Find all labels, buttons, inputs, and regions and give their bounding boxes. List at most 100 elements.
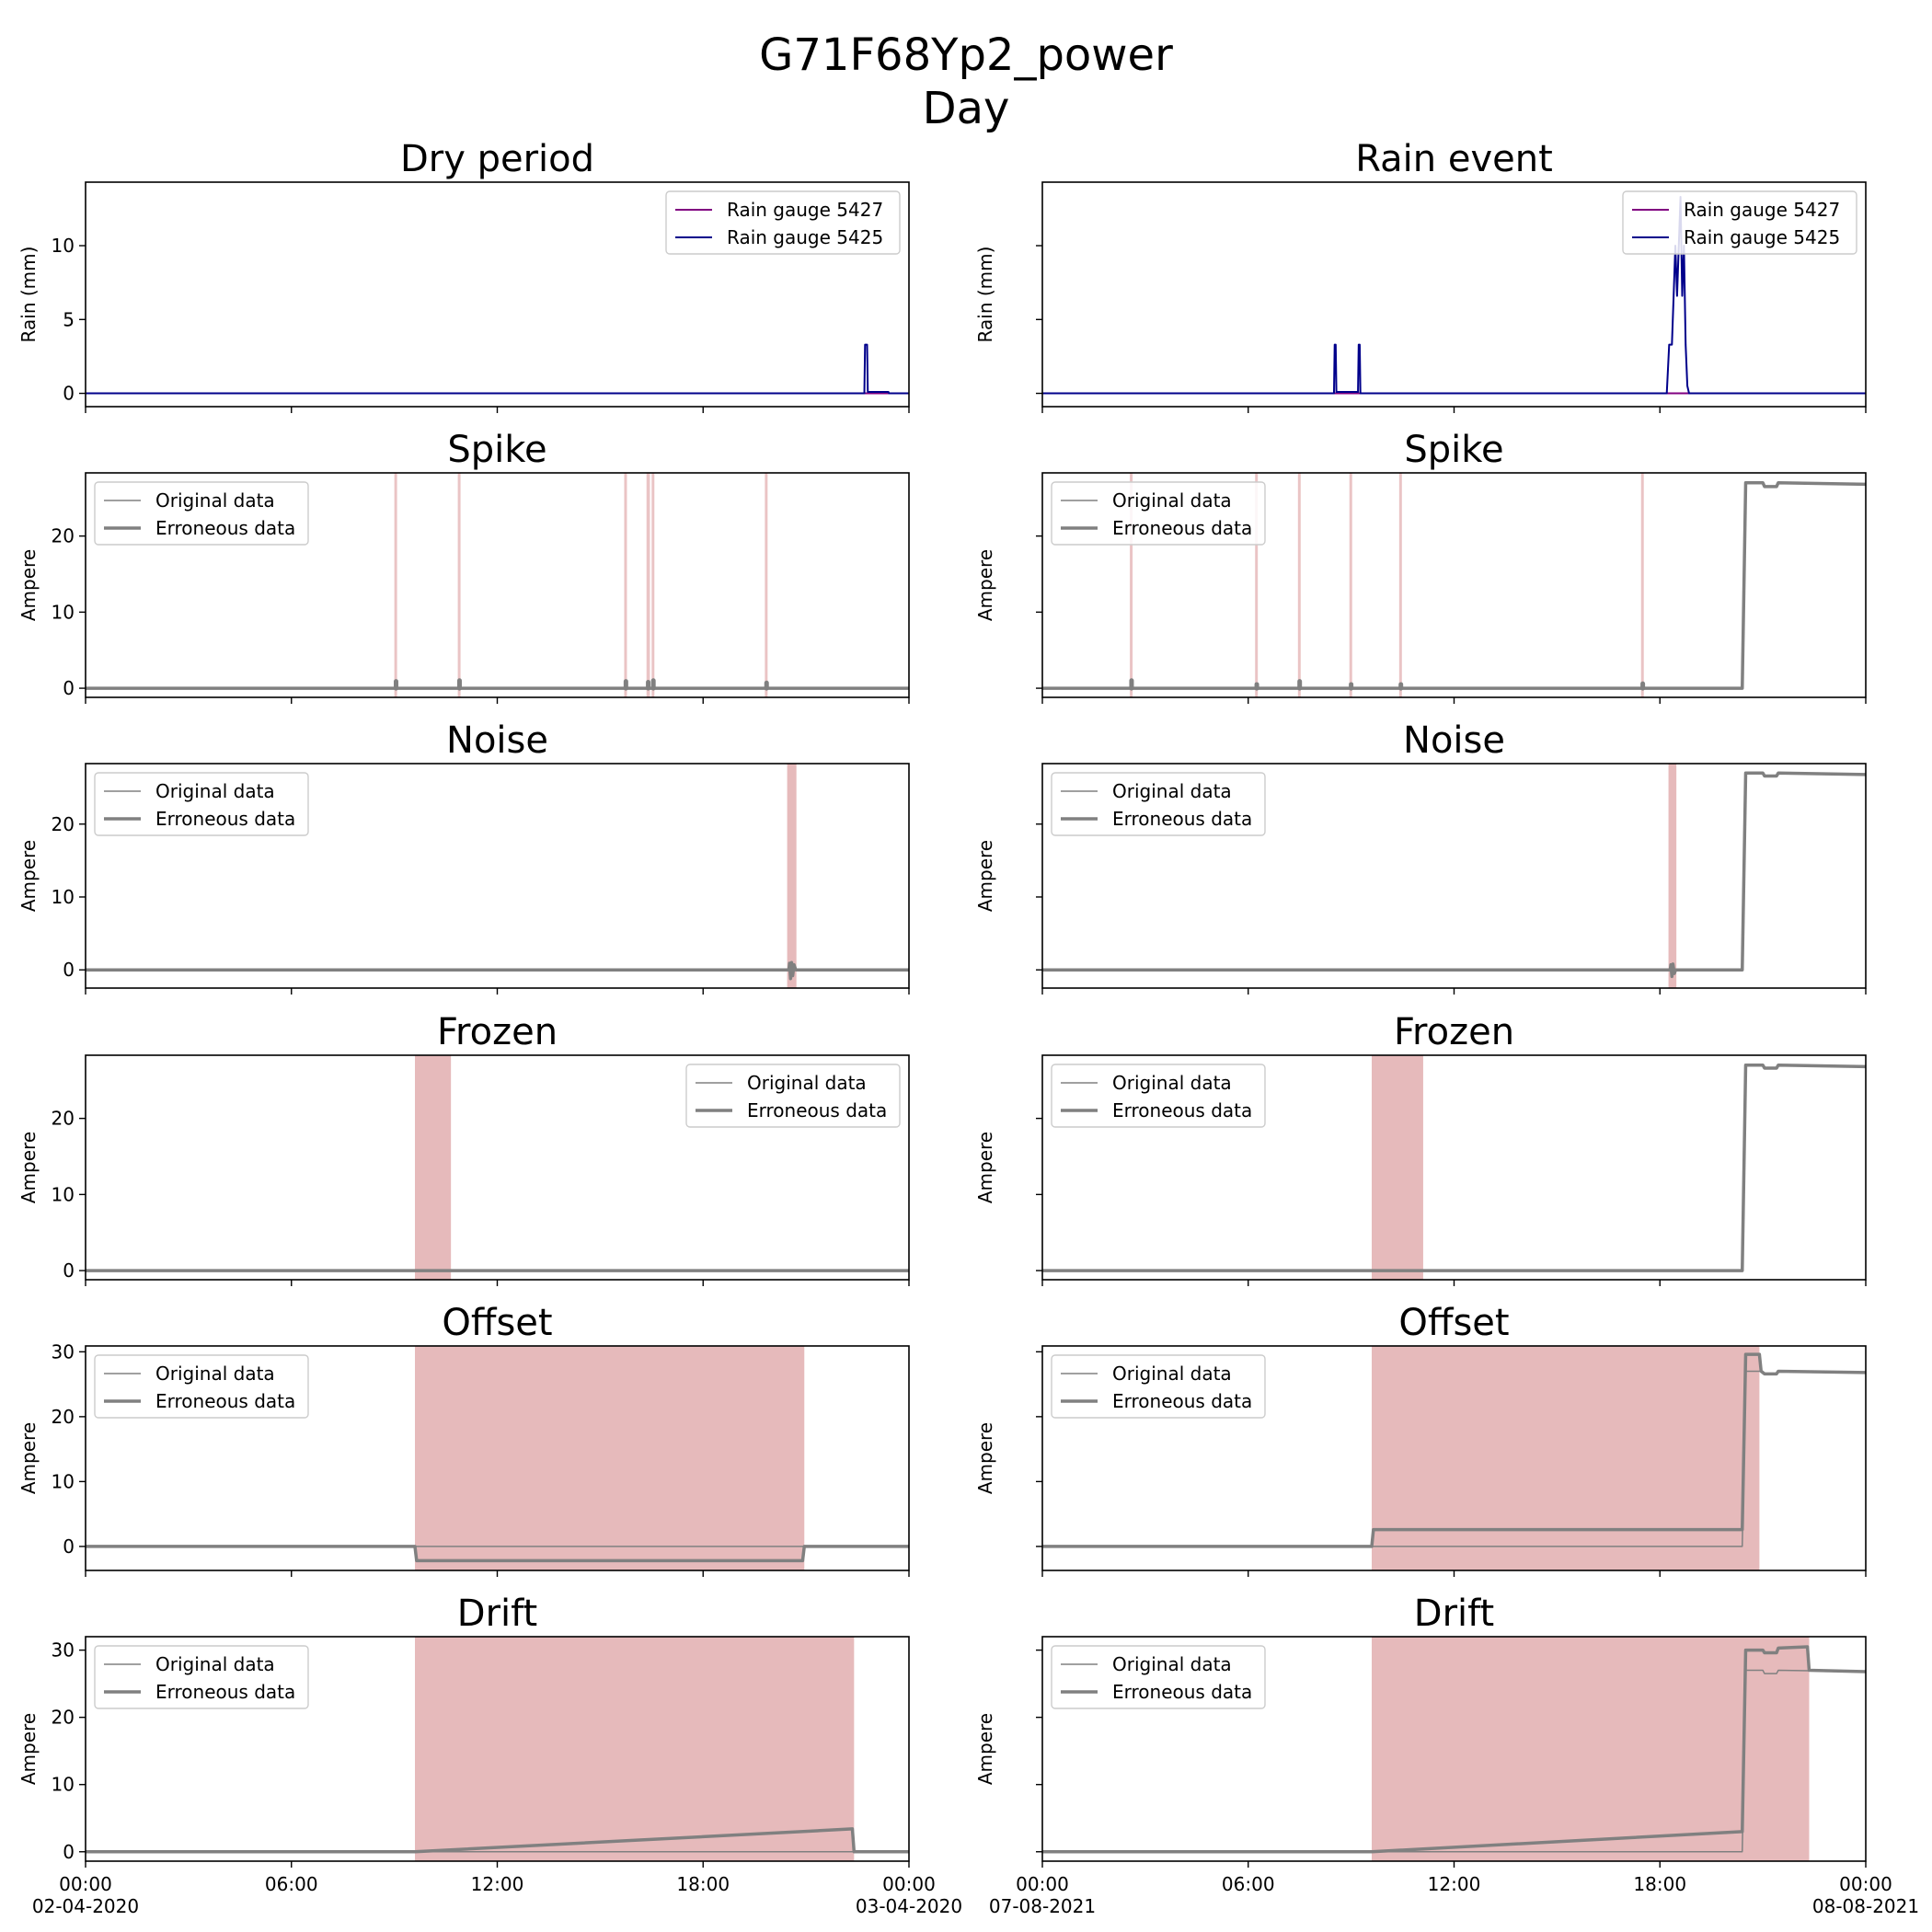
y-axis-label: Ampere — [974, 840, 996, 912]
x-date-label: 02-04-2020 — [32, 1895, 139, 1917]
panel-rain-offset: Offset Ampere Original data Erroneous data — [974, 1302, 1867, 1577]
series-line-rain-gauge-5425 — [86, 343, 909, 395]
y-tick-label: 5 — [63, 308, 75, 330]
legend-label: Rain gauge 5427 — [727, 199, 883, 221]
legend-label: Original data — [1112, 1653, 1232, 1675]
legend-box — [685, 1064, 901, 1128]
series-line-rain-gauge-5425 — [1042, 196, 1866, 395]
legend-label: Original data — [1112, 1072, 1232, 1094]
legend-label: Original data — [155, 1363, 275, 1385]
legend-label: Original data — [1112, 489, 1232, 512]
y-axis-label: Rain (mm) — [974, 247, 996, 343]
legend-box — [1622, 190, 1857, 255]
panel-dry-spike: Spike 0 10 20 Ampere Original data Erroneous d… — [17, 429, 910, 704]
legend-label: Rain gauge 5425 — [1684, 226, 1840, 248]
legend-box — [1051, 481, 1266, 546]
panel-title: Offset — [1398, 1302, 1509, 1344]
y-tick-label: 0 — [63, 959, 75, 981]
legend: Original data Erroneous data — [94, 481, 309, 546]
y-tick-label: 10 — [52, 886, 75, 908]
erroneous-region — [1640, 473, 1644, 697]
legend-box — [665, 190, 901, 255]
legend: Original data Erroneous data — [94, 1354, 309, 1419]
plot-area — [1042, 1346, 1866, 1570]
legend-box — [94, 772, 309, 836]
panel-title: Noise — [1403, 719, 1505, 762]
y-tick-label: 10 — [52, 601, 75, 623]
panel-dry-offset: Offset 0 10 20 30 Ampere Original data Erroneou… — [17, 1302, 910, 1577]
plot-area — [1042, 764, 1866, 988]
legend: Original data Erroneous data — [1051, 772, 1266, 836]
legend-box — [1051, 1645, 1266, 1709]
x-tick-label: 06:00 — [1222, 1873, 1275, 1895]
legend-label: Erroneous data — [155, 1681, 295, 1703]
y-tick-label: 20 — [52, 1707, 75, 1729]
y-tick-label: 10 — [52, 1183, 75, 1205]
y-tick-label: 20 — [52, 525, 75, 547]
y-axis-label: Rain (mm) — [17, 247, 40, 343]
plot-area — [86, 764, 909, 988]
panel-title: Offset — [442, 1302, 552, 1344]
legend: Original data Erroneous data — [94, 772, 309, 836]
erroneous-region — [1130, 473, 1133, 697]
y-tick-label: 30 — [52, 1639, 75, 1662]
y-axis-label: Ampere — [17, 1132, 40, 1203]
y-tick-label: 20 — [52, 1108, 75, 1130]
plot-area — [86, 473, 909, 697]
x-tick-label: 12:00 — [471, 1873, 524, 1895]
y-axis-label: Ampere — [17, 840, 40, 912]
erroneous-region — [1398, 473, 1402, 697]
plot-area — [86, 343, 909, 395]
series-line-erroneous — [86, 960, 909, 981]
legend-box — [1051, 772, 1266, 836]
legend-label: Erroneous data — [155, 517, 295, 539]
legend-label: Original data — [1112, 1363, 1232, 1385]
series-line-erroneous — [1042, 481, 1866, 690]
panel-title: Drift — [457, 1593, 537, 1635]
panel-title: Spike — [447, 429, 546, 471]
y-tick-label: 0 — [63, 1841, 75, 1863]
plot-area — [1042, 1055, 1866, 1280]
erroneous-region — [415, 1055, 452, 1280]
panel-dry-frozen: Frozen 0 10 20 Ampere Original data Erroneous … — [17, 1011, 910, 1286]
erroneous-region — [1372, 1055, 1423, 1280]
panel-dry-drift: Drift 0 10 20 30 Ampere Original data Erroneous… — [17, 1593, 962, 1917]
x-tick-label: 00:00 — [1016, 1873, 1069, 1895]
y-tick-label: 0 — [63, 1535, 75, 1558]
x-tick-label: 06:00 — [265, 1873, 318, 1895]
erroneous-region — [624, 473, 627, 697]
x-tick-label: 00:00 — [1839, 1873, 1892, 1895]
legend-label: Erroneous data — [1112, 808, 1252, 830]
x-tick-label: 00:00 — [882, 1873, 936, 1895]
legend: Original data Erroneous data — [1051, 1354, 1266, 1419]
erroneous-region — [415, 1346, 805, 1570]
plot-area — [86, 1637, 909, 1861]
legend: Original data Erroneous data — [1051, 481, 1266, 546]
x-date-label: 08-08-2021 — [1812, 1895, 1919, 1917]
series-line-erroneous — [1042, 1064, 1866, 1272]
erroneous-region — [1255, 473, 1259, 697]
erroneous-region — [765, 473, 768, 697]
panel-title: Frozen — [1394, 1011, 1514, 1053]
legend-label: Original data — [747, 1072, 867, 1094]
y-tick-label: 10 — [52, 1470, 75, 1492]
legend: Rain gauge 5427 Rain gauge 5425 — [1622, 190, 1857, 255]
erroneous-region — [1668, 764, 1677, 988]
panel-title: Rain event — [1355, 138, 1553, 180]
legend: Rain gauge 5427 Rain gauge 5425 — [665, 190, 901, 255]
legend-label: Erroneous data — [1112, 517, 1252, 539]
y-tick-label: 0 — [63, 383, 75, 405]
y-tick-label: 0 — [63, 1259, 75, 1282]
legend-box — [1051, 1354, 1266, 1419]
panel-title: Noise — [446, 719, 548, 762]
legend-label: Original data — [1112, 780, 1232, 802]
legend-label: Rain gauge 5425 — [727, 226, 883, 248]
legend-label: Erroneous data — [155, 1390, 295, 1412]
y-tick-label: 20 — [52, 813, 75, 835]
legend-box — [1051, 1064, 1266, 1128]
panel-title: Dry period — [400, 138, 594, 180]
erroneous-region — [1297, 473, 1301, 697]
legend-label: Original data — [155, 1653, 275, 1675]
